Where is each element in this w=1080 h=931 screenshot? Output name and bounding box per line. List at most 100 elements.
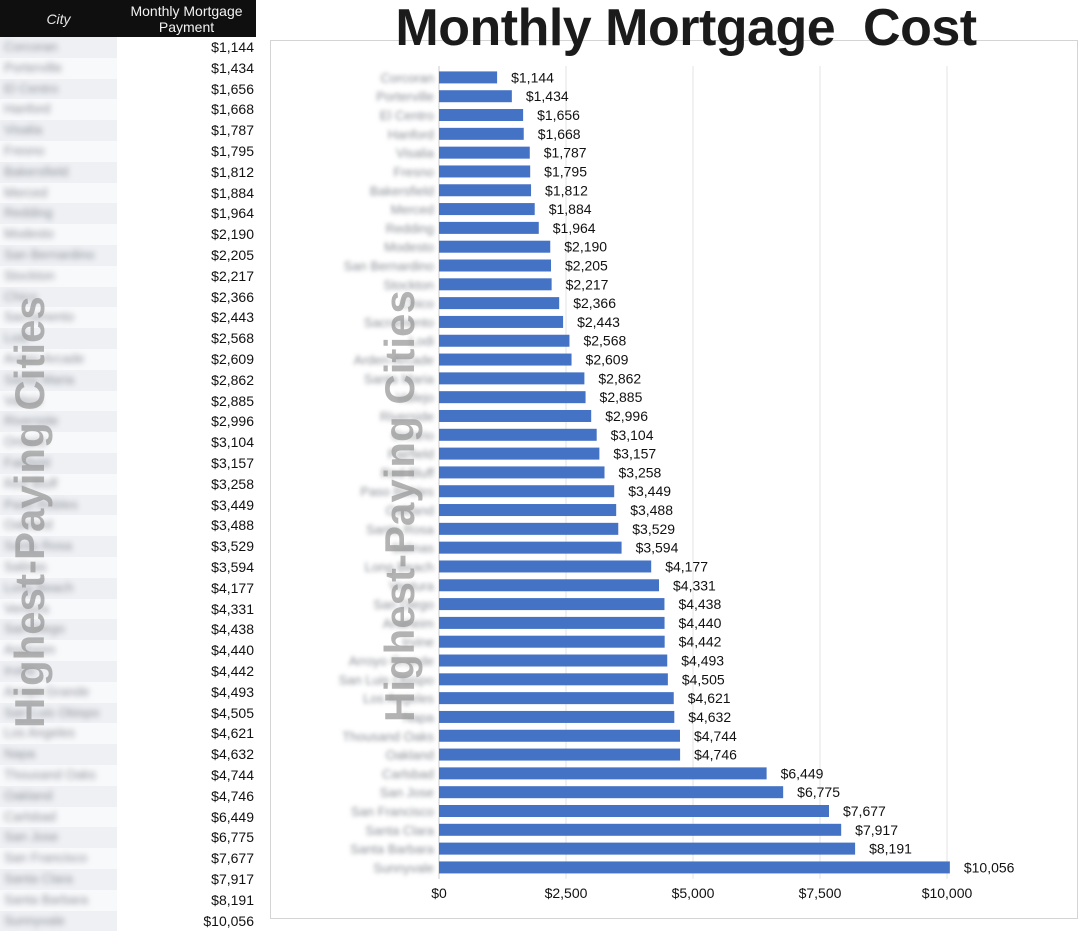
category-label: Arden-Arcade (354, 353, 434, 368)
table-row: El Centro $1,656 (0, 78, 256, 100)
data-label: $4,746 (694, 747, 737, 763)
table-row: Merced $1,884 (0, 182, 256, 204)
data-label: $1,812 (545, 182, 588, 198)
table-row: Carlsbad $6,449 (0, 806, 256, 828)
table-row: San Jose $6,775 (0, 827, 256, 849)
category-label: Arroyo Grande (349, 654, 434, 669)
city-name: Arroyo Grande (4, 683, 90, 699)
table-cell-payment: $8,191 (211, 891, 254, 908)
city-name: Santa Barbara (4, 891, 88, 907)
category-label: Santa Barbara (350, 842, 435, 857)
bar (439, 409, 592, 422)
city-name: Chico (4, 288, 38, 304)
category-label: Sacramento (364, 315, 434, 330)
table-cell-city: Sacramento (0, 307, 117, 329)
table-row: Napa $4,632 (0, 744, 256, 765)
bar (439, 391, 586, 404)
table-cell-city: Santa Rosa (0, 536, 117, 557)
table-cell-payment: $4,442 (211, 663, 254, 679)
table-row: Anaheim $4,440 (0, 640, 256, 661)
table-row: San Francisco $7,677 (0, 848, 256, 869)
city-name: San Francisco (4, 850, 88, 866)
category-label: Lodi (409, 334, 434, 349)
table-cell-city: Santa Barbara (0, 889, 117, 911)
table-row: San Diego $4,438 (0, 619, 256, 641)
bar (439, 710, 675, 723)
city-name: Ontario (4, 434, 47, 450)
table-cell-payment: $1,656 (211, 80, 254, 97)
data-label: $3,157 (613, 446, 656, 462)
table-cell-city: San Diego (0, 619, 117, 641)
category-label: Redding (386, 221, 434, 236)
table-row: Red Bluff $3,258 (0, 473, 256, 495)
city-name: Sacramento (4, 309, 75, 325)
table-row: Santa Rosa $3,529 (0, 536, 256, 557)
city-name: Oakland (4, 517, 53, 533)
data-label: $6,775 (797, 784, 840, 800)
x-tick-label: $5,000 (672, 885, 715, 901)
category-label: Vallejo (396, 390, 434, 405)
bar (439, 823, 842, 836)
city-name: Ventura (4, 600, 49, 616)
table-row: Ontario $3,104 (0, 432, 256, 453)
table-cell-payment: $2,217 (211, 267, 254, 284)
table-cell-city: Hanford (0, 99, 117, 121)
city-name: Los Angeles (4, 725, 75, 741)
data-label: $2,568 (583, 333, 626, 349)
city-name: Lodi (4, 330, 29, 346)
data-label: $1,144 (511, 69, 554, 85)
category-label: Carlsbad (382, 766, 434, 781)
table-cell-city: San Francisco (0, 848, 117, 869)
table-cell-city: Los Angeles (0, 723, 117, 745)
city-name: Porterville (4, 59, 62, 75)
data-label: $4,621 (688, 690, 731, 706)
data-label: $2,205 (565, 258, 608, 274)
category-label: Paso Robles (360, 484, 434, 499)
table-cell-payment: $2,190 (211, 226, 254, 243)
bar (439, 804, 829, 817)
table-cell-payment: $4,746 (211, 787, 254, 804)
category-label: Anaheim (383, 616, 434, 631)
category-label: El Centro (380, 108, 434, 123)
bar (439, 560, 652, 573)
category-label: Los Angeles (363, 691, 434, 706)
data-label: $1,964 (553, 220, 596, 236)
category-label: Santa Rosa (366, 522, 435, 537)
city-name: Salinas (4, 559, 47, 574)
data-label: $4,438 (678, 596, 721, 612)
table-cell-payment: $1,668 (211, 101, 254, 118)
bar (439, 861, 950, 874)
bar (439, 184, 532, 197)
table-cell-payment: $6,775 (211, 829, 254, 846)
table-cell-payment: $4,331 (211, 600, 254, 617)
table-cell-payment: $4,440 (211, 642, 254, 659)
table-cell-city: Napa (0, 744, 117, 765)
table-cell-payment: $4,621 (211, 725, 254, 742)
table-cell-payment: $4,632 (211, 746, 254, 763)
column-header-payment: Monthly Mortgage Payment (117, 0, 256, 37)
table-cell-city: Oakland (0, 515, 117, 537)
category-label: Riverside (380, 409, 434, 424)
table-cell-payment: $2,862 (211, 371, 254, 388)
bar (439, 673, 668, 686)
bar (439, 654, 668, 667)
category-label: Hanford (388, 127, 434, 142)
city-name: Napa (4, 746, 36, 762)
category-label: Napa (403, 710, 435, 725)
data-label: $6,449 (781, 765, 824, 781)
bar (439, 786, 784, 799)
bar (439, 372, 585, 385)
table-cell-payment: $2,443 (211, 309, 254, 326)
city-name: Irvine (4, 663, 36, 678)
table-cell-city: Long Beach (0, 577, 117, 599)
table-row: Irvine $4,442 (0, 661, 256, 682)
category-label: Red Bluff (381, 465, 435, 480)
table-cell-city: Carlsbad (0, 806, 117, 828)
bar (439, 127, 524, 140)
table-row: Hanford $1,668 (0, 99, 256, 121)
bar (439, 221, 539, 234)
watermark-chart: Highest-Paying Cities (376, 290, 423, 722)
table-cell-payment: $3,104 (211, 434, 254, 451)
gridlines (438, 66, 948, 879)
